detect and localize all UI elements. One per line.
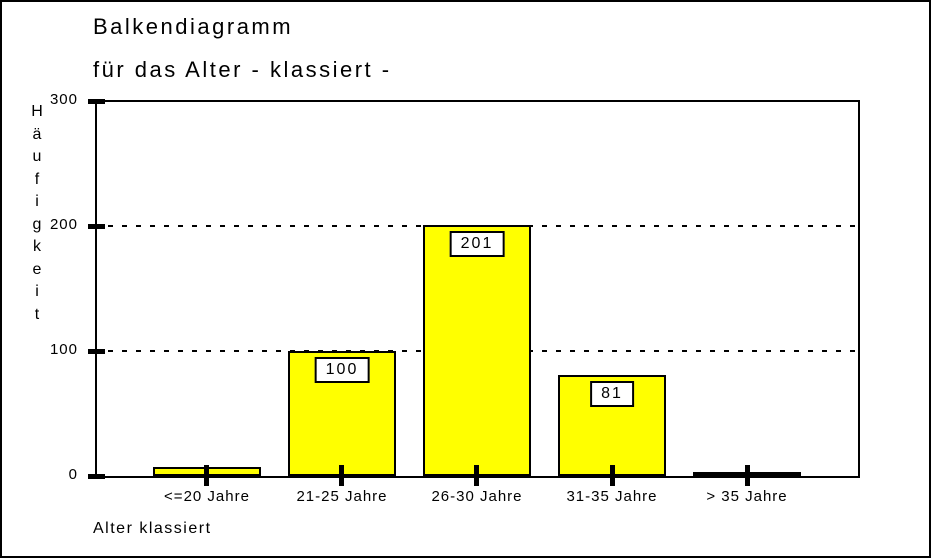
x-axis-tick-1 <box>204 465 209 486</box>
y-tick-label-100: 100 <box>49 341 78 358</box>
bar-3 <box>423 225 531 476</box>
y-tick-label-300: 300 <box>49 91 78 108</box>
y-axis-title-letter: e <box>32 260 42 278</box>
x-axis-title: Alter klassiert <box>93 520 212 537</box>
y-axis-tick-200 <box>88 224 105 229</box>
x-axis-tick-4 <box>610 465 615 486</box>
y-axis-tick-0 <box>88 474 105 479</box>
y-axis-title-letter: ä <box>32 125 42 143</box>
value-label-3: 201 <box>449 231 505 257</box>
category-label-1: <=20 Jahre <box>164 488 250 505</box>
y-axis-tick-100 <box>88 349 105 354</box>
y-axis-title-letter: H <box>31 103 43 120</box>
y-tick-label-200: 200 <box>49 216 78 233</box>
value-label-2: 100 <box>314 357 370 383</box>
x-axis-tick-2 <box>339 465 344 486</box>
y-axis-title-letter: k <box>33 238 41 255</box>
y-tick-label-0: 0 <box>68 466 78 483</box>
y-axis-title-letter: t <box>34 305 40 323</box>
category-label-2: 21-25 Jahre <box>296 488 388 505</box>
category-label-4: 31-35 Jahre <box>566 488 658 505</box>
x-axis-tick-5 <box>745 465 750 486</box>
category-label-3: 26-30 Jahre <box>431 488 523 505</box>
x-axis-tick-3 <box>474 465 479 486</box>
y-axis-title-letter: g <box>32 215 42 233</box>
y-axis-title-letter: i <box>35 193 39 210</box>
y-axis-title-letter: f <box>34 170 40 188</box>
y-axis-tick-300 <box>88 99 105 104</box>
value-label-4: 81 <box>590 381 634 407</box>
chart-title-line2: für das Alter - klassiert - <box>93 57 392 82</box>
y-axis-title-letter: i <box>35 283 39 300</box>
chart-title-line1: Balkendiagramm <box>93 14 294 39</box>
y-axis-title-letter: u <box>32 148 42 165</box>
category-label-5: > 35 Jahre <box>706 488 788 505</box>
